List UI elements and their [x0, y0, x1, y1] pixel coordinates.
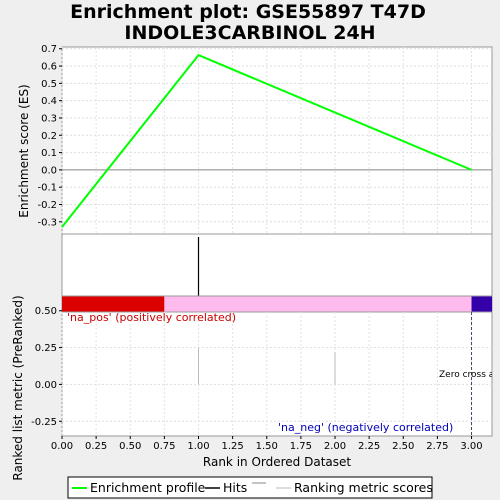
x-tick-label: 3.00 — [460, 441, 482, 452]
zero-cross-label: Zero cross at 3 — [439, 370, 500, 380]
enrichment-panel: -0.3 -0.2 -0.1 0.0 0.1 0.2 0.3 0.4 0.5 0.6 0.7 Enr… — [17, 44, 492, 234]
x-axis-label: Rank in Ordered Dataset — [203, 455, 351, 469]
es-y-tick-label: 0.5 — [41, 79, 57, 90]
x-tick-label: 2.25 — [358, 441, 380, 452]
x-tick-label: 1.25 — [222, 441, 244, 452]
ranking-bars — [198, 347, 336, 385]
x-tick-label: 0.50 — [119, 441, 141, 452]
es-y-tick-label: 0.2 — [41, 131, 57, 142]
rank-y-tick-label: -0.25 — [31, 417, 57, 428]
band-mid — [164, 296, 472, 312]
rank-y-tick-label: 0.00 — [35, 380, 57, 391]
legend-enrichment-label: Enrichment profile — [90, 480, 206, 495]
legend-hits-label: Hits — [223, 480, 247, 495]
rank-y-axis-label: Ranked list metric (PreRanked) — [11, 295, 25, 480]
x-tick-label: 1.50 — [256, 441, 278, 452]
x-tick-label: 1.00 — [187, 441, 209, 452]
rank-y-tick-label: 0.25 — [35, 343, 57, 354]
band-pos — [62, 296, 165, 312]
rank-y-tick-label: 0.50 — [35, 306, 57, 317]
positive-correlation-label: 'na_pos' (positively correlated) — [67, 311, 236, 324]
es-y-tick-label: 0.0 — [41, 165, 57, 176]
es-y-tick-label: -0.1 — [37, 183, 57, 194]
es-y-tick-label: 0.4 — [41, 96, 57, 107]
chart-title-line2: INDOLE3CARBINOL 24H — [124, 22, 375, 44]
es-y-tick-label: 0.7 — [41, 44, 57, 55]
es-y-tick-label: -0.3 — [37, 217, 57, 228]
chart-title-line1: Enrichment plot: GSE55897 T47D — [70, 1, 426, 23]
x-tick-label: 0.75 — [153, 441, 175, 452]
legend: Enrichment profile Hits Ranking metric s… — [67, 476, 433, 499]
legend-ranking-label: Ranking metric scores — [294, 480, 433, 495]
es-y-tick-label: 0.6 — [41, 62, 57, 73]
band-neg — [471, 296, 492, 312]
x-tick-label: 2.50 — [392, 441, 414, 452]
x-tick-label: 0.25 — [85, 441, 107, 452]
rank-y-ticks: -0.25 0.00 0.25 0.50 — [31, 306, 62, 428]
x-tick-label: 2.75 — [426, 441, 448, 452]
x-tick-label: 2.00 — [324, 441, 346, 452]
es-y-tick-label: -0.2 — [37, 200, 57, 211]
ranking-panel: -0.25 0.00 0.25 0.50 0.00 0.25 0.50 0.75 1.00 1.… — [11, 295, 500, 481]
rank-x-ticks: 0.00 0.25 0.50 0.75 1.00 1.25 1.50 1.75 2.00 2.25… — [51, 436, 483, 452]
es-y-axis-label: Enrichment score (ES) — [17, 84, 31, 217]
correlation-bands — [62, 295, 492, 313]
negative-correlation-label: 'na_neg' (negatively correlated) — [278, 421, 453, 434]
es-y-ticks: -0.3 -0.2 -0.1 0.0 0.1 0.2 0.3 0.4 0.5 0.6 0.7 — [37, 44, 62, 228]
x-tick-label: 0.00 — [51, 441, 73, 452]
enrichment-profile-line — [61, 53, 472, 228]
plot-area — [61, 46, 493, 437]
legend-box — [67, 476, 433, 499]
es-y-tick-label: 0.3 — [41, 113, 57, 124]
es-y-tick-label: 0.1 — [41, 148, 57, 159]
x-tick-label: 1.75 — [290, 441, 312, 452]
